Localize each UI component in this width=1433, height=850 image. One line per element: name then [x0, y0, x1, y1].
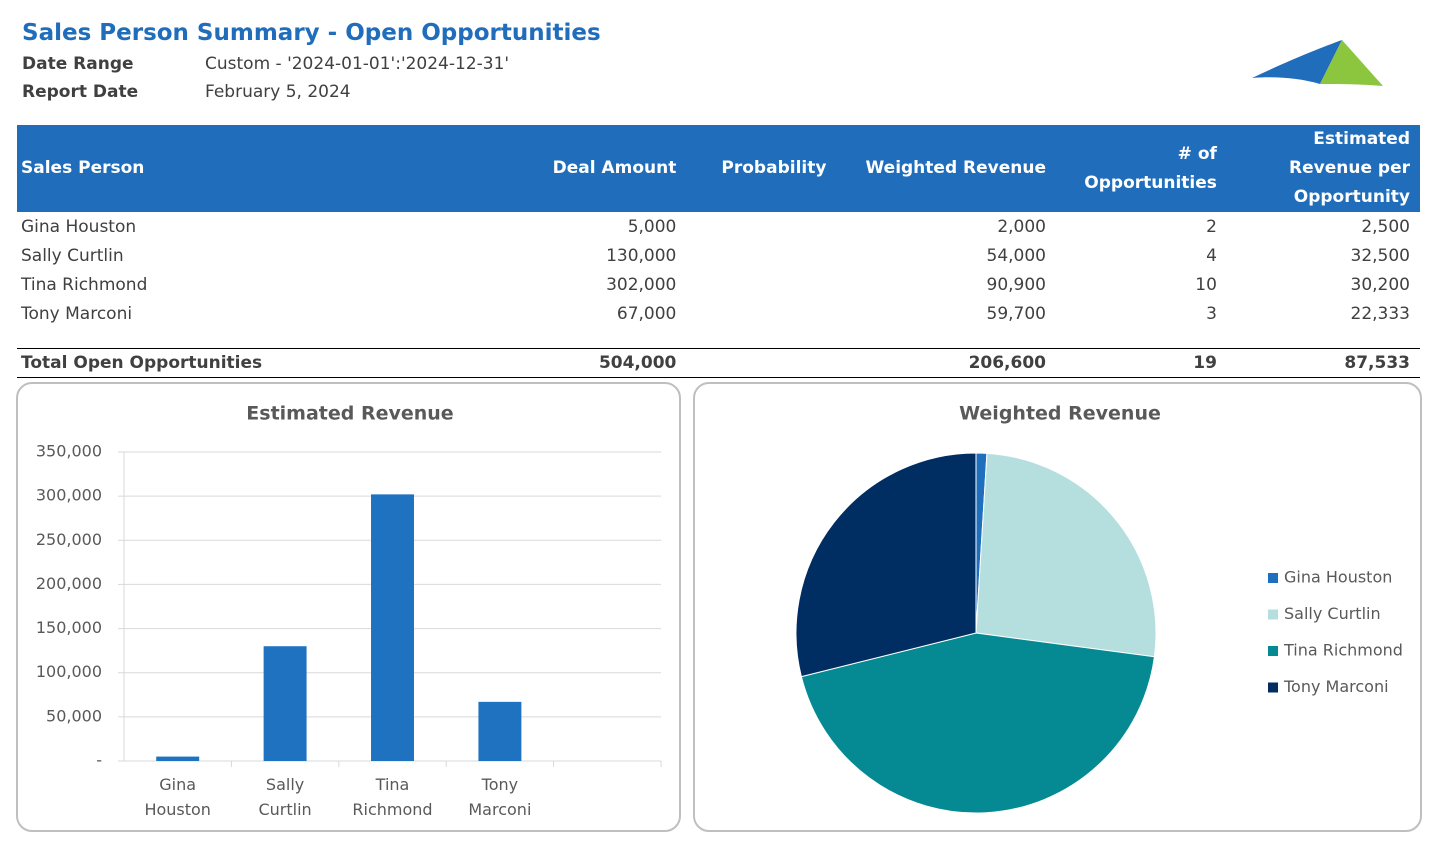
legend-label: Gina Houston [1284, 568, 1392, 587]
total-row: Total Open Opportunities 504,000 206,600 19… [17, 348, 1420, 378]
table-cell: 2 [1206, 216, 1217, 237]
legend-swatch [1268, 682, 1278, 693]
table-cell: 90,900 [986, 274, 1046, 295]
table-cell [686, 212, 836, 241]
summary-table: Sales Person Deal Amount Probability Weight… [17, 125, 1420, 378]
table-cell [686, 241, 836, 270]
y-tick-label: 200,000 [36, 574, 102, 593]
bar [263, 646, 307, 761]
x-tick-label: Sally Curtlin [258, 775, 312, 819]
logo [1252, 40, 1383, 86]
x-tick-label: Tina Richmond [352, 775, 433, 819]
total-cell: 19 [1056, 348, 1227, 378]
y-tick-label: 150,000 [36, 618, 102, 637]
pie-chart: Weighted Revenue Gina Houston Sally Curtli… [795, 403, 1403, 814]
report-title: Sales Person Summary - Open Opportunitie… [22, 20, 601, 46]
field-label: Report Date [22, 82, 139, 102]
table-cell: 54,000 [986, 245, 1046, 266]
x-tick-label: Tony Marconi [468, 775, 532, 819]
header-row: Sales Person Deal Amount Probability Weight… [17, 125, 1420, 212]
column-header: # of Opportunities [1056, 125, 1227, 212]
table-cell: 2,000 [997, 216, 1046, 237]
legend-label: Tina Richmond [1283, 641, 1403, 660]
table-cell: 59,700 [986, 303, 1046, 324]
table-cell: 130,000 [606, 245, 677, 266]
pie-panel: Weighted Revenue Gina Houston Sally Curtli… [693, 382, 1422, 832]
table-cell: 302,000 [606, 274, 677, 295]
pie-slice [975, 452, 1157, 658]
table-row: Sally Curtlin 130,000 54,000 4 32,500 [17, 241, 1420, 270]
table-cell: 2,500 [1361, 216, 1410, 237]
table-cell: 67,000 [616, 303, 677, 324]
y-tick-label: 250,000 [36, 530, 102, 549]
pie-slice [795, 452, 977, 678]
table-cell: 22,333 [1350, 303, 1410, 324]
y-tick-label: 50,000 [46, 706, 102, 725]
table-cell: Tony Marconi [21, 303, 133, 324]
x-tick-label: Gina Houston [144, 775, 211, 819]
spacer-cell [17, 328, 1420, 349]
table-cell [686, 270, 836, 299]
table-cell: 10 [1195, 274, 1217, 295]
y-tick-label: 350,000 [36, 442, 102, 461]
column-header: Sales Person [17, 125, 508, 212]
bar [156, 756, 200, 761]
pie-slice [800, 632, 1155, 814]
total-cell: 504,000 [507, 348, 687, 378]
column-header: Deal Amount [507, 125, 687, 212]
table-cell: Gina Houston [21, 216, 137, 237]
column-header: Probability [686, 125, 837, 212]
table-row: Tina Richmond 302,000 90,900 10 30,200 [17, 270, 1420, 299]
bar-panel: Estimated Revenue - 50,000 100,000 150,000 20… [16, 382, 681, 832]
field-label: Date Range [22, 54, 134, 74]
field-value: February 5, 2024 [205, 82, 351, 102]
column-header: Estimated Revenue per Opportunity [1226, 125, 1420, 212]
total-cell: 87,533 [1226, 348, 1420, 378]
legend-swatch [1268, 573, 1278, 583]
y-tick-label: 100,000 [36, 662, 102, 681]
total-cell: Total Open Opportunities [17, 348, 508, 378]
table-cell: 30,200 [1350, 274, 1410, 295]
bar [371, 494, 414, 761]
chart-title: Weighted Revenue [959, 403, 1161, 425]
table-cell: Sally Curtlin [21, 245, 124, 266]
table-row: Tony Marconi 67,000 59,700 3 22,333 [17, 299, 1420, 328]
legend-swatch [1268, 646, 1278, 656]
legend-label: Sally Curtlin [1284, 604, 1381, 623]
column-header: Weighted Revenue [836, 125, 1056, 212]
table-cell: 4 [1206, 245, 1217, 266]
table-cell: 32,500 [1350, 245, 1410, 266]
bar-chart: Estimated Revenue - 50,000 100,000 150,000 20… [36, 403, 662, 770]
y-tick-label: 300,000 [36, 486, 102, 505]
table-cell: 5,000 [627, 216, 677, 237]
field-value: Custom - '2024-01-01':'2024-12-31' [205, 54, 510, 74]
total-cell: 206,600 [836, 348, 1056, 378]
table-cell: 3 [1206, 303, 1217, 324]
chart-title: Estimated Revenue [246, 403, 453, 425]
bar [478, 701, 522, 761]
table-row: Gina Houston 5,000 2,000 2 2,500 [17, 212, 1420, 241]
total-cell [686, 348, 837, 378]
y-tick-label: - [96, 751, 102, 770]
spacer [17, 328, 1420, 349]
legend-label: Tony Marconi [1283, 677, 1389, 696]
table-cell [686, 299, 836, 328]
legend-swatch [1268, 609, 1278, 620]
table-cell: Tina Richmond [21, 274, 148, 295]
